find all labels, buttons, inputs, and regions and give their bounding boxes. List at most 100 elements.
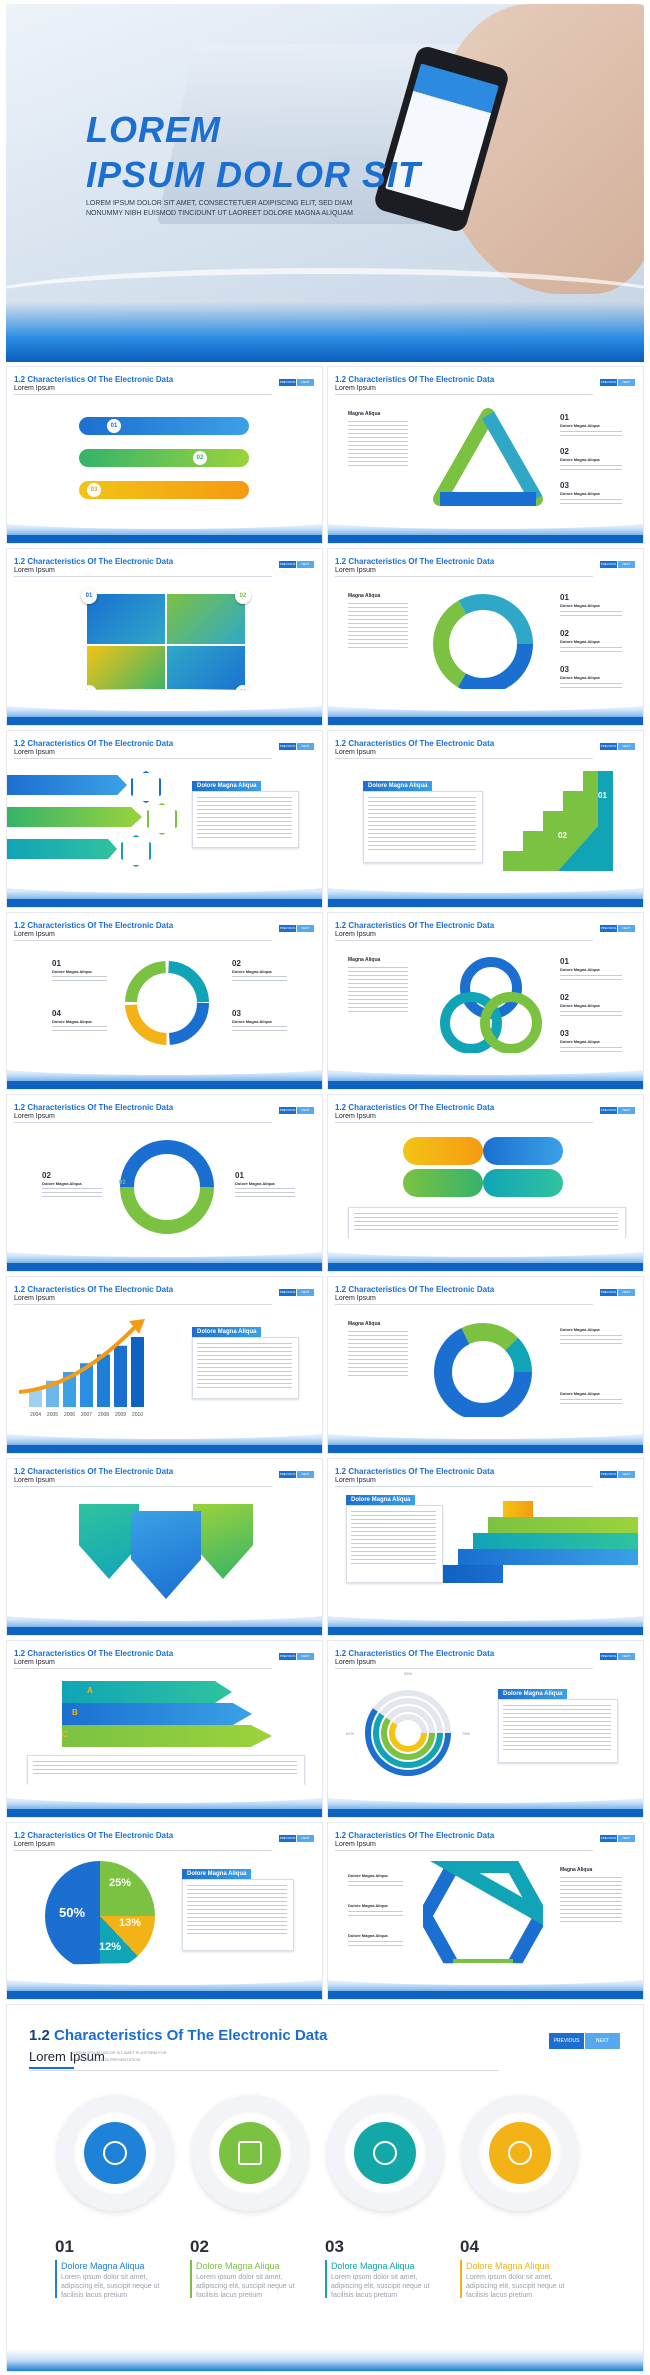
- hex-arrow-bar-2: [7, 807, 142, 827]
- slide-subtitle: Lorem Ipsum: [335, 1477, 376, 1484]
- next-button[interactable]: NEXT: [618, 379, 635, 386]
- item-title-03: Dolore Magna Aliqua: [560, 491, 600, 496]
- bar-tick-label: 2008: [98, 1412, 109, 1418]
- next-button[interactable]: NEXT: [618, 1107, 635, 1114]
- item-title-01: Dolore Magna Aliqua: [348, 1873, 388, 1878]
- next-button[interactable]: NEXT: [297, 1835, 314, 1842]
- bubble-green: [403, 1169, 483, 1197]
- quadrant-badge-01: 01: [81, 588, 97, 604]
- slide-number: 1.2: [335, 1285, 347, 1294]
- next-button[interactable]: NEXT: [618, 561, 635, 568]
- previous-button[interactable]: PREVIOUS: [600, 1835, 617, 1842]
- hex-arrow-bar-3: [7, 839, 117, 859]
- cover-title-line2: IPSUM DOLOR SIT: [86, 154, 422, 195]
- final-header: 1.2 Characteristics Of The Electronic Da…: [29, 2027, 327, 2044]
- previous-button[interactable]: PREVIOUS: [279, 1653, 296, 1660]
- next-button[interactable]: NEXT: [297, 1471, 314, 1478]
- next-button[interactable]: NEXT: [618, 1653, 635, 1660]
- previous-button[interactable]: PREVIOUS: [600, 743, 617, 750]
- pill-badge-02: 02: [193, 451, 207, 465]
- bubble-blue: [483, 1137, 563, 1165]
- previous-button[interactable]: PREVIOUS: [279, 1289, 296, 1296]
- item-number-01: 01: [235, 1171, 244, 1180]
- slide-half-circles: 1.2 Characteristics Of The Electronic Da…: [6, 1094, 323, 1272]
- quadrant-tl: [87, 594, 165, 644]
- item-number-03: 03: [232, 1009, 241, 1018]
- next-button[interactable]: NEXT: [297, 561, 314, 568]
- bar-2007: [80, 1363, 93, 1407]
- next-button[interactable]: NEXT: [297, 1107, 314, 1114]
- slide-number: 1.2: [14, 921, 26, 930]
- final-next-button[interactable]: NEXT: [585, 2033, 620, 2049]
- pie-label-12: 12%: [99, 1941, 122, 1953]
- next-button[interactable]: NEXT: [618, 1835, 635, 1842]
- feature-title-4: Dolore Magna Aliqua: [466, 2261, 550, 2271]
- previous-button[interactable]: PREVIOUS: [279, 743, 296, 750]
- bar-2010: [131, 1337, 144, 1407]
- item-number-01: 01: [560, 593, 569, 602]
- feature-desc-line: facilisis lacus pretium: [61, 2292, 128, 2299]
- slide-number: 1.2: [335, 1103, 347, 1112]
- ring-pct-left: 82%: [346, 1731, 355, 1736]
- next-button[interactable]: NEXT: [618, 1471, 635, 1478]
- item-title-02: Dolore Magna Aliqua: [348, 1903, 388, 1908]
- bubble-yellow: [403, 1137, 483, 1165]
- previous-button[interactable]: PREVIOUS: [600, 1289, 617, 1296]
- previous-button[interactable]: PREVIOUS: [600, 379, 617, 386]
- next-button[interactable]: NEXT: [618, 1289, 635, 1296]
- next-button[interactable]: NEXT: [297, 1289, 314, 1296]
- certificate-icon: [238, 2141, 262, 2165]
- previous-button[interactable]: PREVIOUS: [600, 1471, 617, 1478]
- next-button[interactable]: NEXT: [297, 1653, 314, 1660]
- slide-hexagon-loop: 1.2 Characteristics Of The Electronic Da…: [327, 1822, 644, 2000]
- slide-subtitle: Lorem Ipsum: [14, 931, 55, 938]
- feature-desc-line: Lorem ipsum dolor sit amet,: [466, 2274, 553, 2281]
- shield-right: [193, 1504, 253, 1579]
- previous-button[interactable]: PREVIOUS: [279, 379, 296, 386]
- item-title-03: Dolore Magna Aliqua: [560, 1039, 600, 1044]
- arrow-3d-a: [62, 1681, 232, 1703]
- stair-label-02: 02: [558, 831, 567, 840]
- next-button[interactable]: NEXT: [297, 743, 314, 750]
- previous-button[interactable]: PREVIOUS: [600, 1653, 617, 1660]
- slide-subtitle: Lorem Ipsum: [14, 1659, 55, 1666]
- pie-label-13: 13%: [119, 1917, 142, 1929]
- previous-button[interactable]: PREVIOUS: [279, 925, 296, 932]
- next-button[interactable]: NEXT: [297, 379, 314, 386]
- pill-bar-01: [79, 417, 249, 435]
- item-title-02: Dolore Magna Aliqua: [42, 1181, 82, 1186]
- slide-number: 1.2: [335, 921, 347, 930]
- final-previous-button[interactable]: PREVIOUS: [549, 2033, 584, 2049]
- label-b: B: [72, 1708, 78, 1717]
- slide-number: 1.2: [14, 1103, 26, 1112]
- final-slide-number: 1.2: [29, 2027, 50, 2044]
- slide-bar-chart: 1.2 Characteristics Of The Electronic Da…: [6, 1276, 323, 1454]
- previous-button[interactable]: PREVIOUS: [600, 925, 617, 932]
- previous-button[interactable]: PREVIOUS: [600, 1107, 617, 1114]
- next-button[interactable]: NEXT: [618, 743, 635, 750]
- quadrant-br: [167, 646, 245, 696]
- cover-subtitle-line1: LOREM IPSUM DOLOR SIT AMET, CONSECTETUER…: [86, 200, 353, 207]
- pie-graphic: [45, 1861, 155, 1971]
- previous-button[interactable]: PREVIOUS: [600, 561, 617, 568]
- previous-button[interactable]: PREVIOUS: [279, 1107, 296, 1114]
- previous-button[interactable]: PREVIOUS: [279, 1835, 296, 1842]
- feature-desc-line: facilisis lacus pretium: [331, 2292, 398, 2299]
- pill-bar-02: [79, 449, 249, 467]
- previous-button[interactable]: PREVIOUS: [279, 561, 296, 568]
- quadrant-tr: [167, 594, 245, 644]
- chess-knight-icon: [373, 2141, 397, 2165]
- slide-number: 1.2: [14, 1831, 26, 1840]
- previous-button[interactable]: PREVIOUS: [279, 1471, 296, 1478]
- slide-number: 1.2: [14, 1649, 26, 1658]
- slide-title: Characteristics Of The Electronic Data: [27, 1467, 174, 1476]
- next-button[interactable]: NEXT: [618, 925, 635, 932]
- item-number-02: 02: [42, 1171, 51, 1180]
- slide-shields: 1.2 Characteristics Of The Electronic Da…: [6, 1458, 323, 1636]
- bar-2004: [29, 1389, 42, 1407]
- box-title: Dolore Magna Aliqua: [182, 1869, 252, 1879]
- slide-subtitle: Lorem Ipsum: [14, 749, 55, 756]
- slide-speech-bubbles: 1.2 Characteristics Of The Electronic Da…: [327, 1094, 644, 1272]
- arrow-3d-b: [62, 1703, 252, 1725]
- next-button[interactable]: NEXT: [297, 925, 314, 932]
